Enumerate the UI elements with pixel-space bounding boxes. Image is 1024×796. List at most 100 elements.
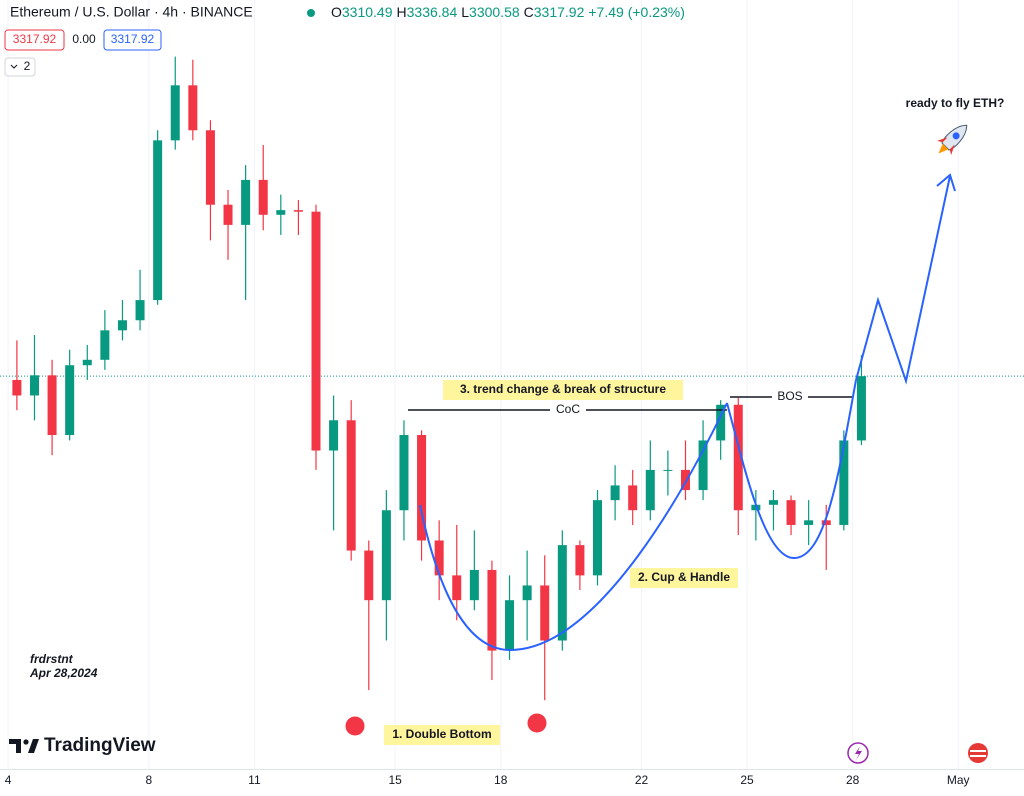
x-tick-label: 22: [635, 773, 649, 787]
indicator-count[interactable]: 2: [24, 59, 31, 73]
candle-body: [170, 85, 180, 141]
target-note: ready to fly ETH?: [906, 96, 1005, 110]
candle-body: [452, 575, 462, 601]
bottom-marker: [527, 713, 547, 733]
event-icon[interactable]: [968, 743, 988, 763]
indicator-toggle[interactable]: [4, 57, 36, 77]
candles: [0, 56, 1024, 701]
ohlc-value: 3310.49: [342, 4, 393, 20]
candle-body: [593, 500, 603, 576]
handle-curve: [726, 379, 857, 560]
structure-note: 3. trend change & break of structure: [460, 382, 666, 396]
status-dot: [307, 9, 315, 17]
candle-body: [505, 600, 515, 651]
candle-body: [557, 545, 567, 641]
candle-body: [258, 179, 268, 215]
candle-body: [434, 540, 444, 576]
brand-logo: [9, 739, 39, 753]
candle-body: [821, 520, 831, 525]
date-note: Apr 28,2024: [29, 666, 98, 680]
candle-body: [311, 211, 321, 451]
badge-box: [4, 29, 65, 51]
ohlc-value: 3300.58: [469, 4, 520, 20]
x-tick-label: 15: [388, 773, 402, 787]
brand-name: TradingView: [44, 735, 156, 756]
candle-body: [276, 210, 286, 215]
bottom-marker: [345, 716, 365, 736]
cup-curve: [419, 402, 728, 652]
badge-box: [103, 29, 162, 51]
candle-body: [804, 520, 814, 525]
candle-body: [628, 485, 638, 511]
candle-body: [698, 440, 708, 491]
candle-body: [12, 379, 22, 396]
ohlc-value: 3317.92: [534, 4, 585, 20]
candle-body: [205, 130, 215, 205]
candle-body: [135, 300, 145, 321]
candle-body: [856, 376, 866, 441]
x-tick-label: May: [947, 773, 970, 787]
candle-body: [663, 469, 673, 471]
candle-body: [188, 85, 198, 131]
candle-body: [329, 420, 339, 451]
candle-body: [716, 404, 726, 441]
candle-body: [153, 140, 163, 301]
coc-label: CoC: [556, 402, 580, 416]
candle-body: [733, 404, 743, 511]
projection-arrowhead: [936, 173, 956, 192]
candle-body: [540, 585, 550, 641]
candle-body: [241, 179, 251, 225]
change-value: +7.49 (+0.23%): [588, 4, 685, 20]
note-bg: [384, 725, 500, 745]
candle-body: [293, 210, 303, 212]
rocket-icon: [937, 124, 968, 155]
candle-body: [100, 330, 110, 360]
coc-gap: [550, 402, 586, 418]
x-tick-label: 28: [846, 773, 860, 787]
note-bg: [443, 380, 683, 400]
candle-body: [223, 204, 233, 225]
spread: 0.00: [72, 32, 96, 46]
ohlc-letter: O: [331, 4, 342, 20]
ohlc-letter: H: [397, 4, 407, 20]
ohlc-value: 3336.84: [407, 4, 458, 20]
candle-body: [346, 420, 356, 551]
candle-body: [47, 375, 57, 436]
x-tick-label: 11: [248, 773, 261, 787]
sell-price[interactable]: 3317.92: [13, 32, 57, 46]
candle-body: [65, 365, 75, 436]
candle-body: [751, 504, 761, 511]
chevron-icon: [10, 64, 18, 69]
ohlc-letter: C: [524, 4, 534, 20]
candle-body: [768, 500, 778, 505]
cup-note: 2. Cup & Handle: [638, 570, 730, 584]
x-tick-label: 8: [146, 773, 153, 787]
candle-body: [381, 510, 391, 601]
candle-body: [839, 440, 849, 525]
note-bg: [630, 568, 738, 588]
buy-price[interactable]: 3317.92: [111, 32, 155, 46]
x-tick-label: 25: [740, 773, 754, 787]
double-bottom-note: 1. Double Bottom: [392, 727, 491, 741]
candle-body: [610, 485, 620, 501]
x-axis: 4 8 11 15 18 22 25 28 May: [5, 773, 970, 787]
candle-body: [29, 375, 39, 396]
candle-body: [469, 569, 479, 601]
ohlc-readout: O3310.49 H3336.84 L3300.58 C3317.92 +7.49 (+…: [331, 4, 685, 20]
x-tick-label: 18: [494, 773, 508, 787]
drawings: CoC BOS 3. trend change & break of struc…: [345, 96, 1005, 745]
candle-body: [364, 550, 374, 601]
candle-body: [522, 585, 532, 601]
candle-body: [117, 320, 127, 331]
candle-body: [417, 435, 427, 541]
candle-body: [680, 469, 690, 491]
symbol-title: Ethereum / U.S. Dollar · 4h · BINANCE: [10, 4, 253, 20]
candle-body: [399, 435, 409, 511]
candle-body: [82, 359, 92, 366]
projection-path: [855, 175, 951, 385]
event-icon-bolt: [855, 746, 862, 760]
event-icon-stripe: [970, 755, 986, 757]
author: frdrstnt: [30, 652, 74, 666]
bos-label: BOS: [777, 389, 802, 403]
